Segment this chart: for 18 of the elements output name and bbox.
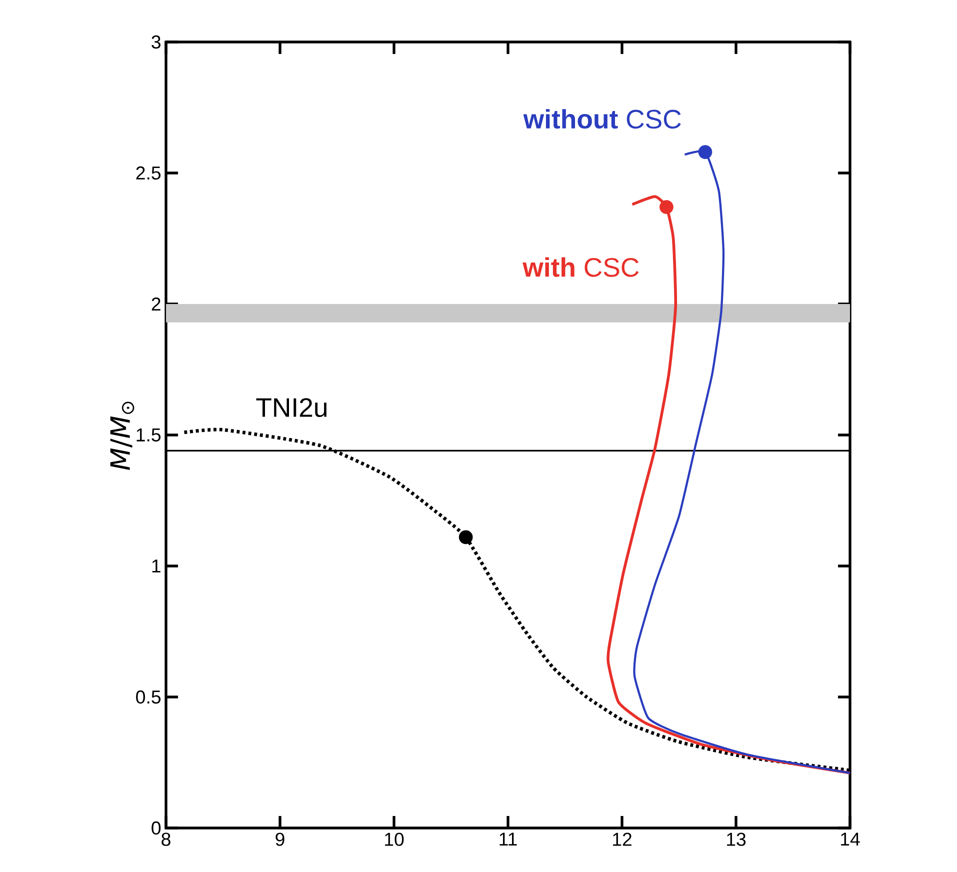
y-tick-label: 1 [152, 560, 160, 572]
y-tick-label: 2.5 [136, 166, 161, 180]
x-tick-label: 12 [613, 832, 632, 846]
x-tick-label: 11 [500, 832, 517, 846]
x-tick-label: 9 [276, 832, 284, 846]
x-tick-label: 10 [385, 832, 404, 846]
y-tick-label: 2 [152, 297, 160, 311]
y-tick-label: 0.5 [136, 690, 161, 704]
y-tick-label: 3 [152, 35, 160, 49]
x-tick-label: 14 [841, 832, 860, 846]
series-label: TNI2u [256, 398, 326, 417]
y-tick-label: 0 [152, 821, 161, 835]
series-label: without CSC [523, 109, 681, 129]
x-tick-label: 8 [162, 832, 170, 846]
y-axis-title: M/M$_{⊙}$ [110, 402, 134, 470]
series-label: with CSC [522, 257, 639, 277]
x-tick-label: 13 [727, 832, 746, 846]
y-tick-label: 1.5 [136, 428, 161, 442]
